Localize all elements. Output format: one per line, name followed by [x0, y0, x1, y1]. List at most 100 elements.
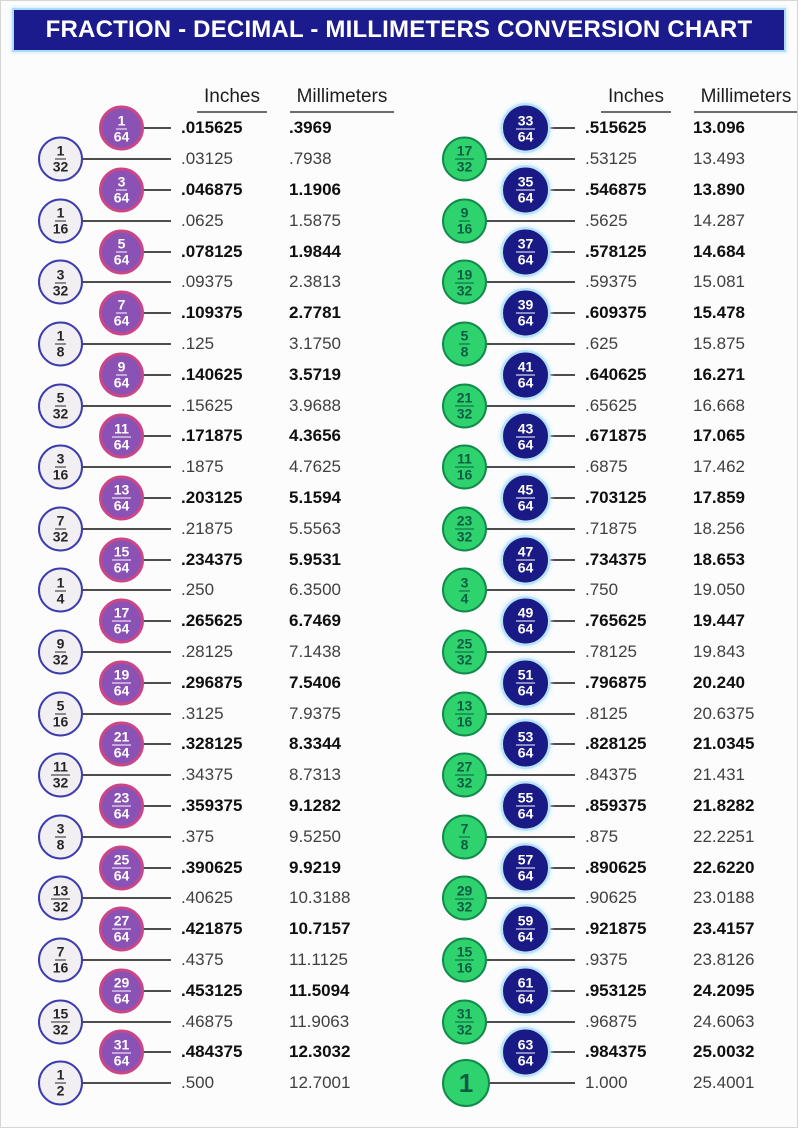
page-title: FRACTION - DECIMAL - MILLIMETERS CONVERS…	[45, 16, 753, 43]
inches-value: .9375	[585, 949, 628, 969]
connector-line	[142, 558, 171, 561]
millimeters-value: 6.7469	[289, 611, 341, 631]
inches-value: .234375	[181, 549, 243, 569]
connector-line	[486, 1082, 575, 1085]
conversion-row: 51 64 .796875 20.240	[429, 660, 797, 706]
fraction-denominator: 16	[52, 466, 69, 483]
millimeters-value: 10.3188	[289, 888, 351, 908]
conversion-row: 3 32 .09375 2.3813	[25, 259, 395, 305]
fraction-numerator: 27	[454, 758, 475, 776]
conversion-row: 1 8 .125 3.1750	[25, 321, 395, 367]
fraction-numerator: 7	[54, 943, 67, 961]
fraction-circle: 7 32	[38, 506, 83, 552]
inches-value: .390625	[181, 857, 243, 877]
fraction-denominator: 32	[456, 282, 473, 299]
fraction-zone: 15 64	[25, 537, 175, 583]
inches-value: .359375	[181, 795, 243, 815]
conversion-row: 13 32 .40625 10.3188	[25, 875, 395, 921]
fraction-zone: 53 64	[429, 721, 579, 767]
inches-header: Inches	[197, 86, 267, 113]
connector-line	[486, 1020, 575, 1023]
inches-value: .890625	[585, 857, 647, 877]
fraction-circle: 17 64	[99, 598, 144, 644]
conversion-row: 29 32 .90625 23.0188	[429, 875, 797, 921]
fraction-denominator: 32	[52, 1021, 69, 1038]
conversion-row: 3 8 .375 9.5250	[25, 814, 395, 860]
fraction-circle: 7 16	[38, 937, 83, 983]
fraction-circle: 47 64	[503, 537, 548, 583]
millimeters-value: 19.447	[693, 611, 745, 631]
millimeters-value: 13.096	[693, 118, 745, 138]
fraction-numerator: 3	[54, 820, 67, 838]
fraction-denominator: 8	[460, 343, 469, 360]
fraction-denominator: 64	[517, 805, 534, 822]
inches-value: .609375	[585, 303, 647, 323]
inches-value: .90625	[585, 888, 637, 908]
connector-line	[486, 527, 575, 530]
inches-value: .1875	[181, 457, 224, 477]
connector-line	[486, 897, 575, 900]
millimeters-value: 17.859	[693, 487, 745, 507]
fraction-zone: 49 64	[429, 598, 579, 644]
fraction-numerator: 59	[515, 912, 536, 930]
fraction-zone: 13 16	[429, 691, 579, 737]
fraction-numerator: 21	[111, 728, 132, 746]
fraction-circle: 57 64	[503, 845, 548, 891]
millimeters-value: 19.843	[693, 641, 745, 661]
fraction-zone: 21 64	[25, 721, 175, 767]
fraction-zone: 45 64	[429, 475, 579, 521]
fraction-circle: 15 16	[442, 937, 487, 983]
fraction-zone: 1 32	[25, 136, 175, 182]
fraction-circle: 17 32	[442, 136, 487, 182]
connector-line	[142, 496, 171, 499]
right-header-row: Inches Millimeters	[429, 79, 797, 113]
conversion-row: 45 64 .703125 17.859	[429, 475, 797, 521]
inches-value: .250	[181, 580, 215, 600]
fraction-zone: 3 64	[25, 167, 175, 213]
fraction-zone: 43 64	[429, 413, 579, 459]
millimeters-value: 3.5719	[289, 364, 341, 384]
fraction-numerator: 23	[111, 789, 132, 807]
fraction-numerator: 61	[515, 974, 536, 992]
inches-value: .421875	[181, 919, 243, 939]
conversion-row: 19 32 .59375 15.081	[429, 259, 797, 305]
fraction-numerator: 3	[54, 266, 67, 284]
connector-line	[486, 342, 575, 345]
millimeters-value: 23.8126	[693, 949, 755, 969]
fraction-circle: 29 32	[442, 875, 487, 921]
millimeters-value: 5.9531	[289, 549, 341, 569]
fraction-circle: 61 64	[503, 968, 548, 1014]
fraction-circle: 21 32	[442, 383, 487, 429]
fraction-denominator: 64	[113, 128, 130, 145]
conversion-row: 15 16 .9375 23.8126	[429, 937, 797, 983]
left-panel: Inches Millimeters 1 64.015625.3969 1 32.03…	[25, 79, 395, 1106]
fraction-zone: 11 32	[25, 752, 175, 798]
fraction-denominator: 64	[113, 867, 130, 884]
fraction-circle: 13 64	[99, 475, 144, 521]
connector-line	[546, 804, 575, 807]
fraction-numerator: 3	[458, 574, 471, 592]
fraction-circle: 25 64	[99, 845, 144, 891]
fraction-numerator: 15	[111, 543, 132, 561]
fraction-zone: 29 32	[429, 875, 579, 921]
fraction-denominator: 32	[456, 898, 473, 915]
conversion-row: 41 64 .640625 16.271	[429, 352, 797, 398]
fraction-numerator: 31	[454, 1005, 475, 1023]
fraction-zone: 31 64	[25, 1029, 175, 1075]
connector-line	[546, 743, 575, 746]
inches-value: .109375	[181, 303, 243, 323]
connector-line	[486, 219, 575, 222]
conversion-row: 1 1.000 25.4001	[429, 1059, 797, 1108]
connector-line	[142, 743, 171, 746]
conversion-row: 9 16 .5625 14.287	[429, 198, 797, 244]
fraction-zone: 9 64	[25, 352, 175, 398]
fraction-numerator: 1	[54, 1066, 67, 1084]
fraction-denominator: 64	[517, 559, 534, 576]
connector-line	[82, 1020, 171, 1023]
millimeters-value: 1.5875	[289, 210, 341, 230]
conversion-row: 1 2 .500 12.7001	[25, 1060, 395, 1106]
